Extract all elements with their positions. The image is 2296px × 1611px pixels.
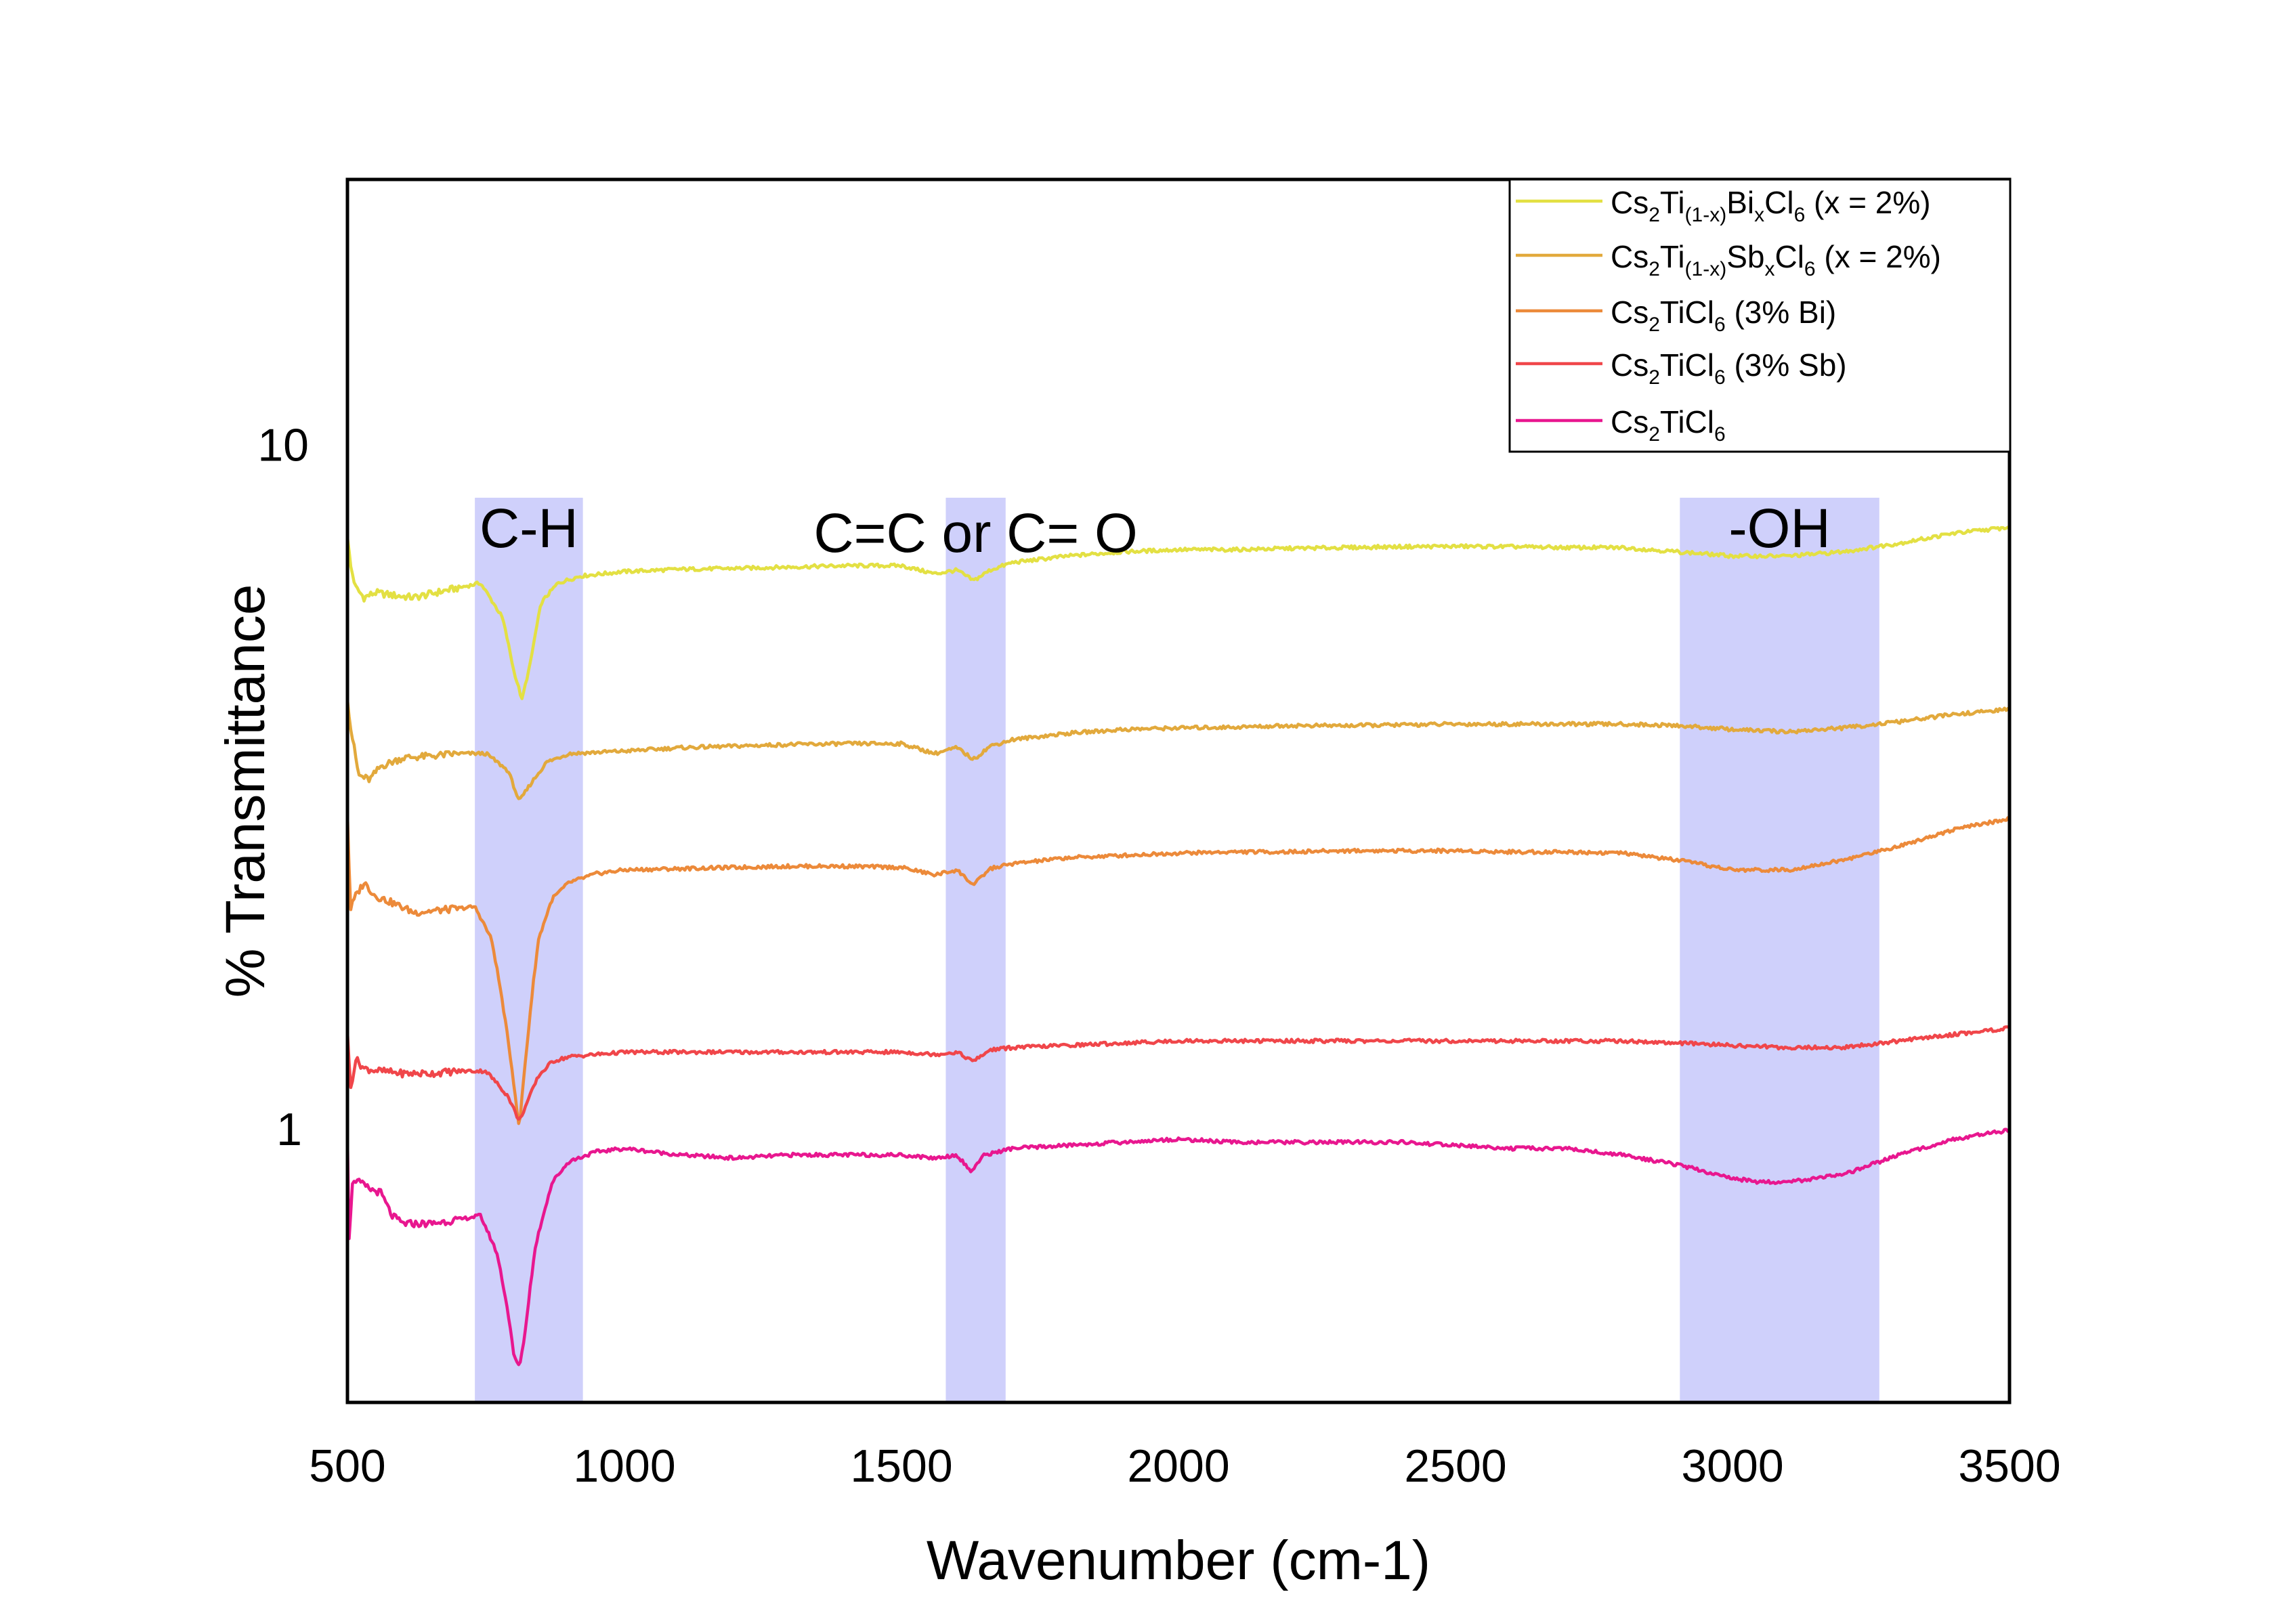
- x-axis-title: Wavenumber (cm-1): [927, 1530, 1430, 1591]
- series-line-3pct-sb: [345, 1025, 2010, 1121]
- band-cc-co: [945, 498, 1006, 1402]
- y-tick-label: 1: [276, 1104, 302, 1155]
- x-tick-label: 3500: [1958, 1440, 2060, 1492]
- series-line-sb-2pct: [345, 700, 2011, 800]
- x-tick-label: 2500: [1404, 1440, 1506, 1492]
- legend-label: Cs2TiCl6 (3% Sb): [1611, 347, 1847, 389]
- absorption-bands: [475, 498, 1879, 1402]
- x-tick-label: 3000: [1681, 1440, 1783, 1492]
- y-axis: 1 10: [257, 419, 309, 1155]
- series-line-3pct-bi: [345, 815, 2010, 1125]
- legend-label: Cs2Ti(1-x)SbxCl6 (x = 2%): [1611, 239, 1941, 280]
- x-tick-label: 1000: [573, 1440, 675, 1492]
- series-line-pure: [345, 1127, 2011, 1367]
- series-lines: [345, 525, 2011, 1367]
- band-oh: [1680, 498, 1879, 1402]
- series-line-bi-2pct: [345, 525, 2011, 700]
- legend-label: Cs2Ti(1-x)BixCl6 (x = 2%): [1611, 185, 1931, 226]
- band-label-oh: -OH: [1728, 498, 1830, 559]
- legend: Cs2Ti(1-x)BixCl6 (x = 2%) Cs2Ti(1-x)SbxC…: [1508, 178, 2012, 453]
- y-tick-label: 10: [257, 419, 309, 471]
- legend-label: Cs2TiCl6 (3% Bi): [1611, 295, 1836, 336]
- x-tick-label: 500: [309, 1440, 385, 1492]
- x-tick-label: 2000: [1127, 1440, 1229, 1492]
- legend-box: [1508, 178, 2012, 453]
- band-ch: [475, 498, 583, 1402]
- y-axis-title: % Transmittance: [215, 584, 276, 998]
- legend-label: Cs2TiCl6: [1611, 404, 1726, 446]
- x-axis: 500 1000 1500 2000 2500 3000 3500: [309, 1440, 2060, 1492]
- plot-frame: [345, 177, 2012, 1404]
- band-label-cc-co: C=C or C= O: [813, 502, 1137, 564]
- band-label-ch: C-H: [480, 498, 578, 559]
- x-tick-label: 1500: [850, 1440, 952, 1492]
